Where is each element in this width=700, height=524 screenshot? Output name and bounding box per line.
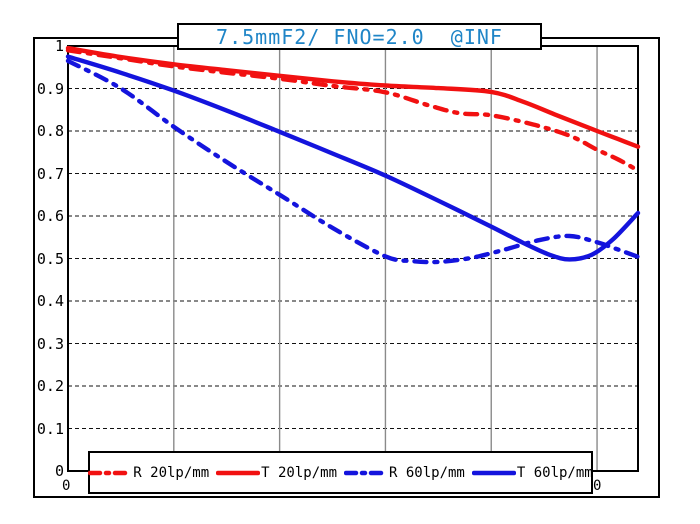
chart-title: 7.5mmF2/ FNO=2.0 @INF <box>216 24 503 49</box>
legend-item-r-20lp-mm: R 20lp/mm <box>88 465 209 481</box>
legend-line-sample <box>344 470 388 475</box>
y-tick-label: 0.8 <box>36 122 64 140</box>
y-tick-label: 0.6 <box>36 207 64 225</box>
x-axis-label-origin: 0 <box>62 478 71 494</box>
legend-line-sample <box>471 470 516 475</box>
legend-label: R 60lp/mm <box>389 464 465 481</box>
legend-label: T 20lp/mm <box>261 464 337 481</box>
legend-label: R 20lp/mm <box>133 464 210 481</box>
curve-t-60lp-mm <box>65 54 641 262</box>
legend-item-t-60lp-mm: T 60lp/mm <box>471 464 593 481</box>
legend-line-sample <box>216 470 261 475</box>
chart-title-box: 7.5mmF2/ FNO=2.0 @INF <box>177 23 542 50</box>
legend-item-r-60lp-mm: R 60lp/mm <box>344 465 465 481</box>
y-tick-label: 0.7 <box>36 164 64 183</box>
legend-item-t-20lp-mm: T 20lp/mm <box>216 465 337 481</box>
legend: R 20lp/mm T 20lp/mm R 60lp/mm T 60lp/mm <box>88 451 593 494</box>
x-axis-label-right: 0 <box>593 478 602 494</box>
curve-r-20lp-mm <box>65 48 641 173</box>
curve-t-20lp-mm <box>65 45 641 149</box>
y-tick-label: 0.3 <box>36 334 64 353</box>
y-tick-label: 0.4 <box>36 292 64 310</box>
curve-r-60lp-mm <box>65 58 641 265</box>
y-tick-label: 0 <box>54 462 64 480</box>
y-tick-label: 1 <box>54 37 64 55</box>
y-tick-label: 0.5 <box>36 249 64 268</box>
y-tick-label: 0.2 <box>36 377 64 395</box>
legend-label: T 60lp/mm <box>516 464 593 481</box>
y-tick-label: 0.9 <box>36 79 64 98</box>
y-tick-label: 0.1 <box>36 419 64 438</box>
legend-line-sample <box>88 470 133 475</box>
